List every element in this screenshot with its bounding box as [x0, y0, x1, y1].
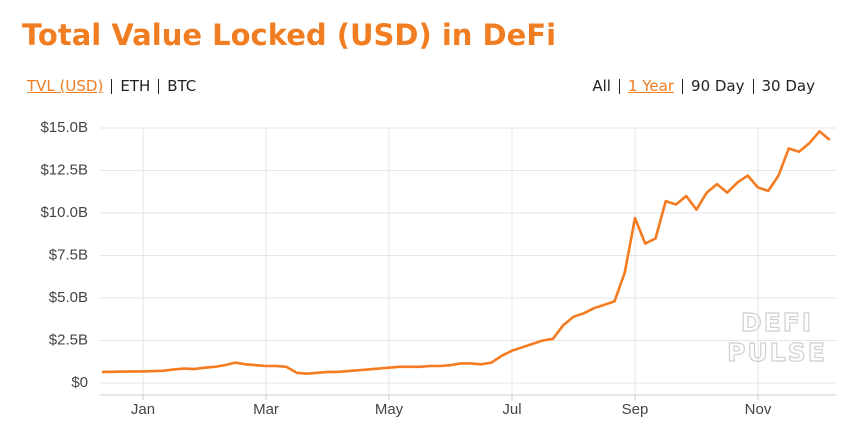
watermark: PULSE: [727, 338, 827, 367]
toggle-option[interactable]: All: [592, 77, 611, 95]
y-tick-label: $5.0B: [49, 289, 88, 306]
y-tick-label: $15.0B: [40, 119, 88, 136]
x-tick-label: May: [375, 401, 404, 418]
x-tick-label: Mar: [253, 401, 279, 418]
toggle-option[interactable]: 90 Day: [691, 77, 745, 95]
toggle-option[interactable]: 1 Year: [627, 77, 675, 95]
y-tick-label: $10.0B: [40, 204, 88, 221]
y-tick-label: $0: [71, 374, 88, 391]
x-tick-label: Sep: [622, 401, 649, 418]
separator: [111, 78, 113, 94]
x-tick-label: Jul: [502, 401, 521, 418]
y-tick-label: $12.5B: [40, 161, 88, 178]
toggle-option[interactable]: BTC: [167, 77, 197, 95]
x-tick-label: Nov: [745, 401, 772, 418]
separator: [752, 78, 754, 94]
y-tick-label: $2.5B: [49, 331, 88, 348]
line: [101, 130, 831, 375]
separator: [158, 78, 160, 94]
x-tick-label: Jan: [131, 401, 155, 418]
separator: [682, 78, 684, 94]
unit-toggle: TVL (USD) ETH BTC: [27, 77, 196, 95]
separator: [618, 78, 620, 94]
toggle-option[interactable]: ETH: [120, 77, 151, 95]
range-toggle: All 1 Year 90 Day 30 Day: [592, 77, 815, 95]
watermark: DEFI: [741, 308, 813, 337]
chart-title: Total Value Locked (USD) in DeFi: [22, 18, 557, 52]
toggle-option[interactable]: 30 Day: [761, 77, 815, 95]
toggle-option[interactable]: TVL (USD): [27, 77, 104, 95]
y-tick-label: $7.5B: [49, 246, 88, 263]
